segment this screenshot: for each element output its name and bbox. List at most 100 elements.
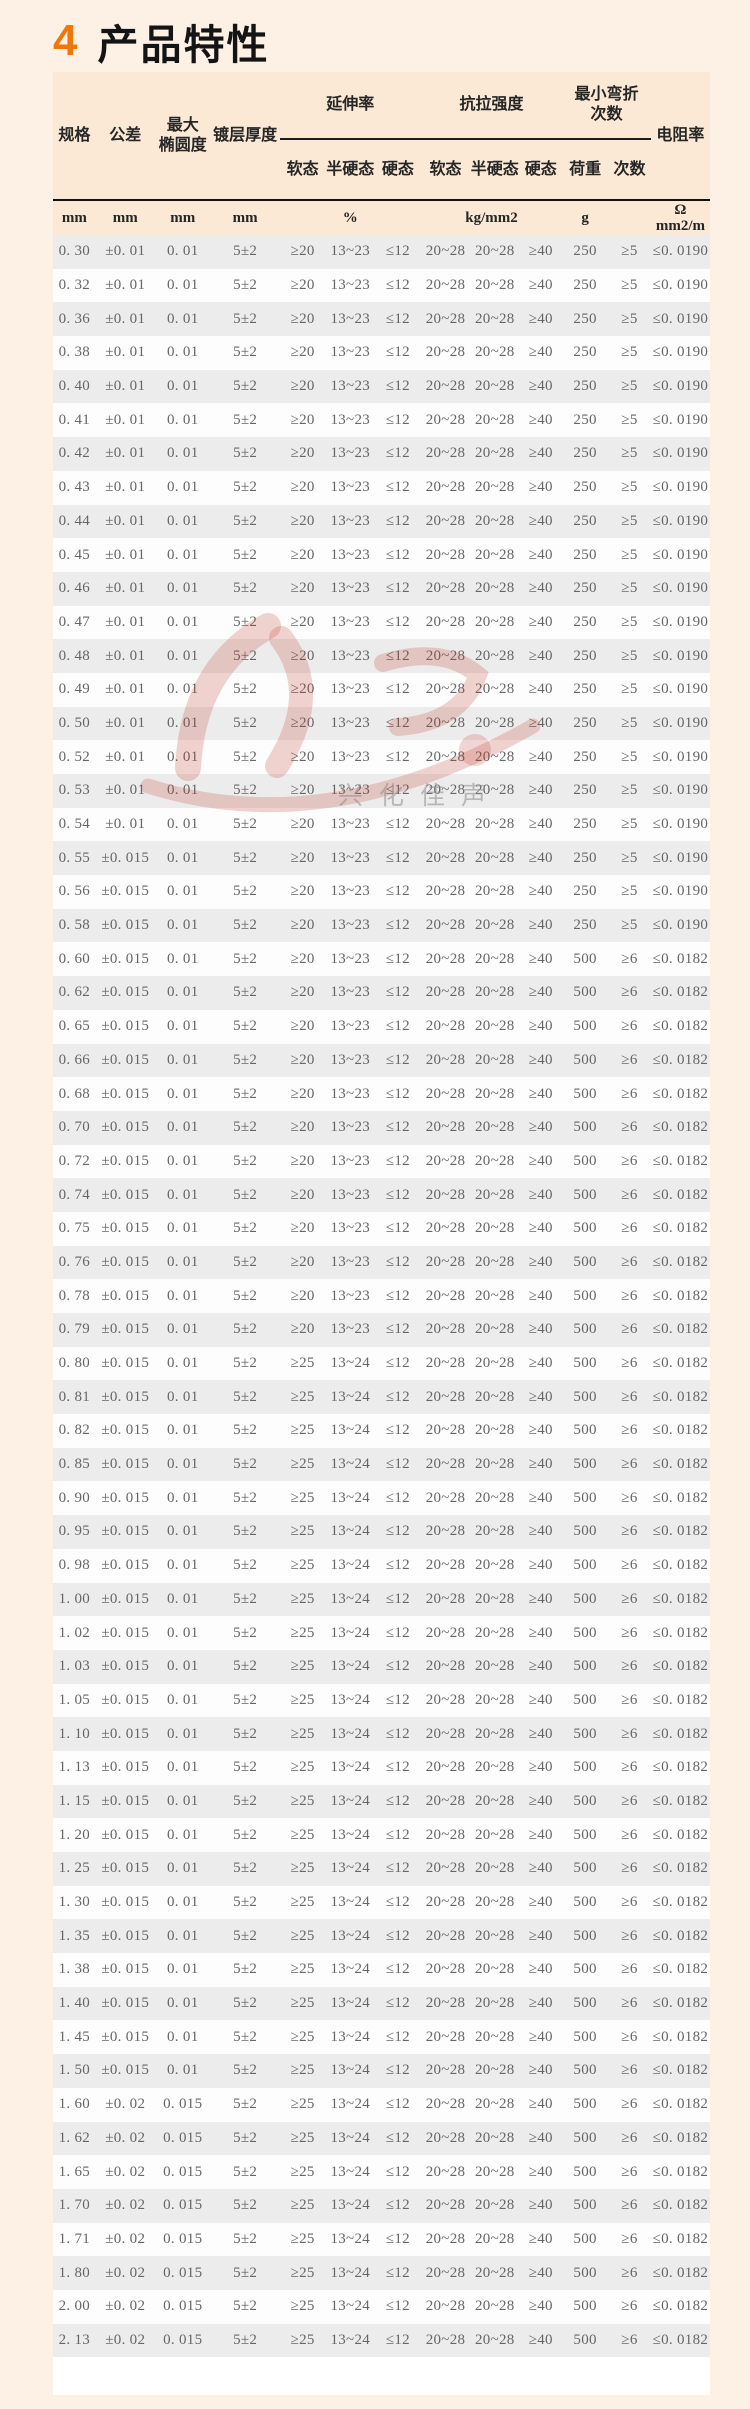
table-row: 0. 44 ±0. 01 0. 01 5±2 ≥20 13~23 ≤12 20~28 20~28… [53, 504, 710, 539]
cell: 0. 74 [53, 1178, 96, 1212]
cell: ≥20 [279, 571, 326, 606]
table-row: 0. 79 ±0. 015 0. 01 5±2 ≥20 13~23 ≤12 20~28 20~2… [53, 1313, 710, 1347]
cell: 0. 01 [154, 672, 211, 707]
cell: ≥25 [279, 1414, 326, 1448]
cell: 20~28 [470, 1953, 520, 1987]
cell: 20~28 [470, 2155, 520, 2189]
cell: 13~23 [325, 774, 375, 808]
cell: 0. 01 [154, 908, 211, 943]
table-row: 0. 58 ±0. 015 0. 01 5±2 ≥20 13~23 ≤12 20~28 20~2… [53, 908, 710, 943]
cell: ±0. 01 [95, 336, 155, 370]
cell: 20~28 [420, 2087, 471, 2122]
cell: 5±2 [210, 1616, 280, 1650]
cell: 13~23 [325, 369, 375, 404]
cell: ≤12 [374, 2188, 421, 2223]
cell: 0. 01 [154, 1953, 211, 1987]
cell: 0. 01 [154, 1481, 211, 1516]
cell: 0. 015 [154, 2289, 211, 2324]
cell: ≥25 [279, 1953, 326, 1987]
table-row: 0. 43 ±0. 01 0. 01 5±2 ≥20 13~23 ≤12 20~28 20~28… [53, 470, 710, 505]
table-row: 0. 82 ±0. 015 0. 01 5±2 ≥25 13~24 ≤12 20~28 20~2… [53, 1414, 710, 1448]
cell: 0. 01 [154, 403, 211, 438]
cell: ≥6 [608, 1009, 651, 1044]
cell: 13~23 [325, 235, 375, 269]
cell: ≥25 [279, 1750, 326, 1785]
cell: 20~28 [470, 1649, 520, 1684]
cell: 20~28 [420, 605, 471, 640]
cell: ≥5 [608, 369, 651, 404]
cell: ≥6 [608, 1481, 651, 1516]
cell: 5±2 [210, 2054, 280, 2088]
cell: 250 [562, 302, 609, 337]
cell: ≥5 [608, 706, 651, 741]
cell: ≥20 [279, 1043, 326, 1078]
table-row: 1. 20 ±0. 015 0. 01 5±2 ≥25 13~24 ≤12 20~28 20~2… [53, 1818, 710, 1852]
cell: 20~28 [470, 1750, 520, 1785]
cell: 20~28 [420, 1683, 471, 1718]
cell: ±0. 01 [95, 268, 155, 303]
cell: 13~23 [325, 1043, 375, 1078]
cell: ≥6 [608, 1649, 651, 1684]
cell: ≤0. 0182 [650, 2289, 710, 2324]
cell: ≤0. 0182 [650, 1110, 710, 1145]
table-row: 1. 30 ±0. 015 0. 01 5±2 ≥25 13~24 ≤12 20~28 20~2… [53, 1885, 710, 1920]
cell: 20~28 [470, 2222, 520, 2257]
table-row: 0. 45 ±0. 01 0. 01 5±2 ≥20 13~23 ≤12 20~28 20~28… [53, 538, 710, 572]
cell: ≤0. 0190 [650, 504, 710, 539]
cell: 20~28 [420, 1447, 471, 1482]
cell: 13~24 [325, 2155, 375, 2189]
cell: ≤12 [374, 369, 421, 404]
cell: 0. 01 [154, 1077, 211, 1111]
cell: ±0. 015 [95, 1649, 155, 1684]
cell: ≤12 [374, 2155, 421, 2189]
cell: 13~24 [325, 1885, 375, 1920]
cell: ≤12 [374, 1582, 421, 1617]
table-body: 0. 30 ±0. 01 0. 01 5±2 ≥20 13~23 ≤12 20~28 20~28… [53, 235, 710, 2358]
cell: ≥25 [279, 1447, 326, 1482]
cell: 20~28 [470, 942, 520, 977]
cell: 20~28 [420, 2155, 471, 2189]
cell: ±0. 01 [95, 504, 155, 539]
cell: ≤12 [374, 1616, 421, 1650]
table-row: 2. 13 ±0. 02 0. 015 5±2 ≥25 13~24 ≤12 20~28 20~2… [53, 2323, 710, 2358]
cell: ≥20 [279, 1245, 326, 1280]
cell: ≥40 [519, 875, 563, 909]
cell: ≥5 [608, 740, 651, 774]
cell: 5±2 [210, 437, 280, 471]
cell: 5±2 [210, 538, 280, 572]
cell: ≥40 [519, 1009, 563, 1044]
cell: 5±2 [210, 740, 280, 774]
cell: ≤0. 0182 [650, 1818, 710, 1852]
cell: 0. 015 [154, 2323, 211, 2358]
cell: 5±2 [210, 2256, 280, 2290]
cell: ≤12 [374, 807, 421, 842]
cell: 5±2 [210, 2020, 280, 2055]
table-row: 0. 60 ±0. 015 0. 01 5±2 ≥20 13~23 ≤12 20~28 20~2… [53, 942, 710, 977]
cell: 0. 78 [53, 1279, 96, 1313]
cell: 13~23 [325, 672, 375, 707]
cell: ≥40 [519, 1548, 563, 1583]
cell: ≤0. 0182 [650, 1683, 710, 1718]
cell: 1. 50 [53, 2054, 96, 2088]
cell: ≥40 [519, 942, 563, 977]
cell: ≤12 [374, 1245, 421, 1280]
cell: ≥5 [608, 639, 651, 673]
cell: ≤0. 0190 [650, 639, 710, 673]
cell: ≤12 [374, 605, 421, 640]
table-row: 0. 32 ±0. 01 0. 01 5±2 ≥20 13~23 ≤12 20~28 20~28… [53, 268, 710, 303]
cell: 13~24 [325, 1852, 375, 1886]
cell: ≥5 [608, 235, 651, 269]
table-row: 0. 54 ±0. 01 0. 01 5±2 ≥20 13~23 ≤12 20~28 20~28… [53, 807, 710, 842]
cell: ≤0. 0182 [650, 976, 710, 1010]
cell: 250 [562, 470, 609, 505]
cell: 13~23 [325, 706, 375, 741]
header-row-subcolumns: 软态 半硬态 硬态 软态 半硬态 硬态 荷重 次数 [53, 139, 710, 200]
cell: ≤12 [374, 2087, 421, 2122]
cell: ±0. 015 [95, 908, 155, 943]
cell: ≥40 [519, 302, 563, 337]
cell: ≥5 [608, 571, 651, 606]
cell: 20~28 [420, 908, 471, 943]
cell: 13~24 [325, 1515, 375, 1549]
cell: ≥20 [279, 302, 326, 337]
cell: 20~28 [470, 1279, 520, 1313]
